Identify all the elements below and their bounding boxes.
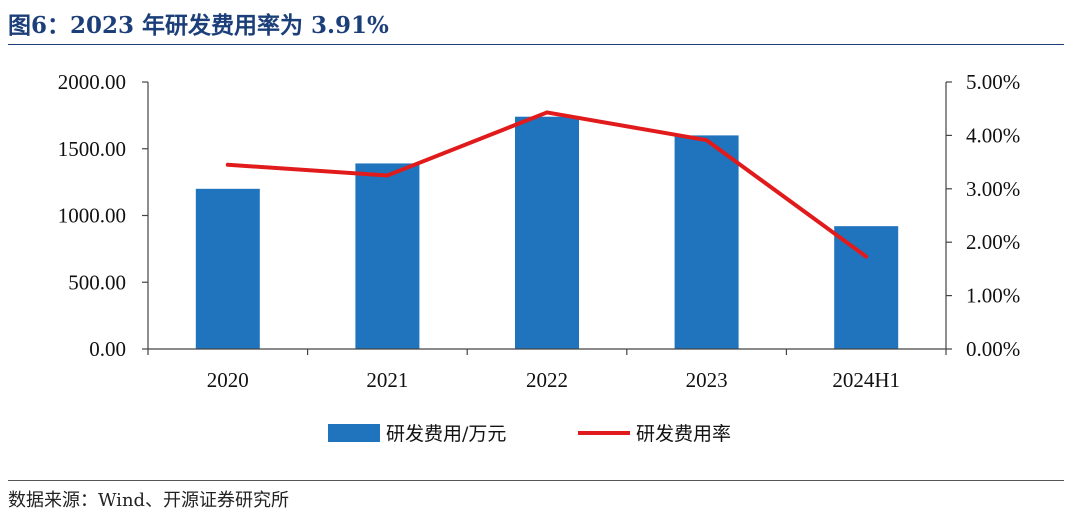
y-right-tick-label: 1.00% xyxy=(966,284,1020,308)
x-tick-label: 2020 xyxy=(207,368,249,392)
line-series xyxy=(225,110,869,259)
y-right-tick-label: 4.00% xyxy=(966,123,1020,147)
figure-title: 图6：2023 年研发费用率为 3.91% xyxy=(8,12,389,39)
x-tick-label: 2023 xyxy=(686,368,728,392)
y-right-tick-label: 2.00% xyxy=(966,230,1020,254)
y-left-tick-label: 1000.00 xyxy=(58,204,126,228)
x-tick-label: 2021 xyxy=(366,368,408,392)
bar-2022 xyxy=(515,116,579,350)
y-left-tick-label: 1500.00 xyxy=(58,137,126,161)
y-left-tick-label: 0.00 xyxy=(89,337,126,361)
bar-2021 xyxy=(355,163,420,349)
x-tick-label: 2024H1 xyxy=(832,368,900,392)
bar-series xyxy=(195,116,899,350)
legend-line-label: 研发费用率 xyxy=(636,423,731,445)
y-right-tick-label: 3.00% xyxy=(966,177,1020,201)
combo-chart: 0.00 500.00 1000.00 1500.00 2000.00 0.00% 1.00… xyxy=(58,70,1021,445)
axes xyxy=(142,81,952,355)
x-tick-label: 2022 xyxy=(526,368,568,392)
legend-bar-label: 研发费用/万元 xyxy=(386,423,506,445)
bar-2023 xyxy=(674,135,739,349)
source-divider xyxy=(8,480,1064,481)
source-note: 数据来源：Wind、开源证券研究所 xyxy=(8,490,290,511)
tick-labels: 0.00 500.00 1000.00 1500.00 2000.00 0.00% 1.00… xyxy=(58,70,1021,392)
bar-2024H1 xyxy=(834,226,899,349)
y-left-tick-label: 2000.00 xyxy=(58,70,126,94)
y-right-tick-label: 0.00% xyxy=(966,337,1020,361)
title-divider xyxy=(8,44,1064,45)
y-left-tick-label: 500.00 xyxy=(68,270,126,294)
y-right-tick-label: 5.00% xyxy=(966,70,1020,94)
bar-2020 xyxy=(195,188,260,349)
legend-bar-swatch xyxy=(328,424,380,442)
legend: 研发费用/万元 研发费用率 xyxy=(328,423,731,445)
